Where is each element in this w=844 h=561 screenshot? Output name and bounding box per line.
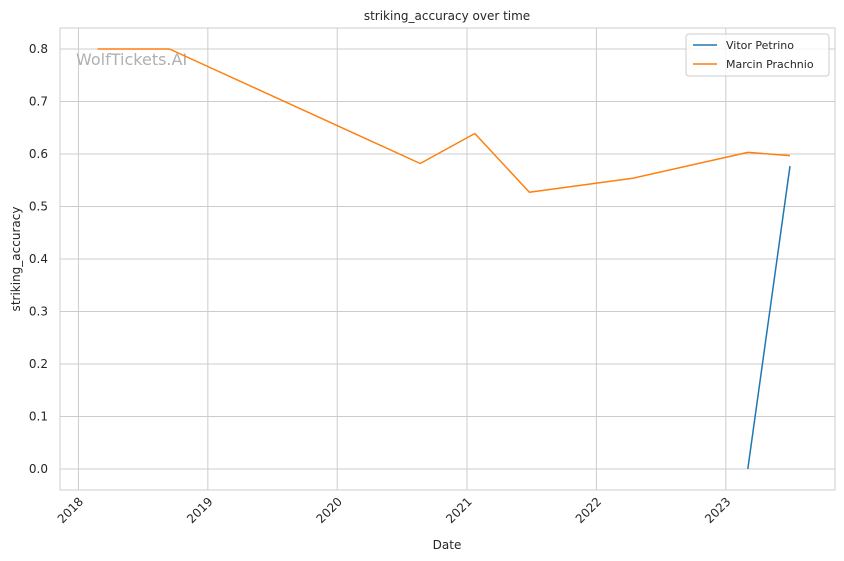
- plot-frame: [59, 27, 836, 491]
- x-tick-label: 2019: [184, 495, 215, 526]
- x-tick-label: 2021: [443, 495, 474, 526]
- y-tick-label: 0.6: [29, 147, 48, 161]
- x-tick-label: 2018: [55, 495, 86, 526]
- series-group: [97, 48, 791, 470]
- legend-box: [685, 33, 830, 77]
- x-axis-label: Date: [433, 538, 462, 552]
- x-tick-label: 2022: [573, 495, 604, 526]
- y-tick-label: 0.4: [29, 252, 48, 266]
- y-tick-label: 0.1: [29, 410, 48, 424]
- y-tick-label: 0.3: [29, 305, 48, 319]
- legend-entry: Marcin Prachnio: [726, 58, 814, 71]
- x-tick-label: 2023: [702, 495, 733, 526]
- series-line-vitor-petrino: [747, 165, 791, 470]
- y-tick-label: 0.0: [29, 462, 48, 476]
- chart-title: striking_accuracy over time: [364, 9, 530, 23]
- y-tick-label: 0.8: [29, 42, 48, 56]
- y-tick-labels: 0.0 0.1 0.2 0.3 0.4 0.5 0.6 0.7 0.8: [29, 42, 48, 476]
- series-line-marcin-prachnio: [97, 48, 791, 194]
- watermark-text: WolfTickets.AI: [76, 50, 187, 69]
- y-tick-label: 0.2: [29, 357, 48, 371]
- legend-entry: Vitor Petrino: [726, 39, 794, 52]
- y-axis-label: striking_accuracy: [9, 207, 23, 312]
- y-tick-label: 0.5: [29, 200, 48, 214]
- grid: [60, 28, 835, 490]
- x-tick-labels: 2018 2019 2020 2021 2022 2023: [55, 495, 734, 526]
- x-tick-label: 2020: [314, 495, 345, 526]
- legend: Vitor Petrino Marcin Prachnio: [685, 33, 830, 77]
- y-tick-label: 0.7: [29, 95, 48, 109]
